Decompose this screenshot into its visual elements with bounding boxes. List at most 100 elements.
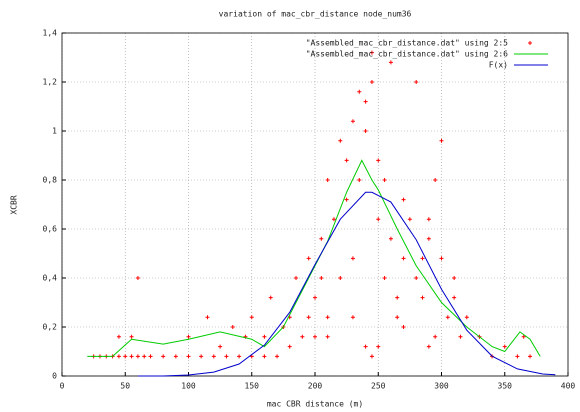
- point: [275, 354, 280, 359]
- point: [401, 325, 406, 329]
- x-tick-label: 400: [561, 382, 576, 391]
- point: [116, 354, 121, 359]
- point: [230, 325, 235, 329]
- point: [369, 354, 374, 359]
- point: [426, 344, 431, 349]
- point: [350, 256, 355, 261]
- point: [211, 354, 216, 359]
- point: [401, 256, 406, 261]
- y-tick-label: 0: [52, 372, 57, 381]
- x-tick-label: 100: [181, 382, 196, 391]
- point: [287, 344, 292, 349]
- point: [376, 158, 381, 163]
- point: [218, 344, 223, 349]
- point: [306, 256, 311, 261]
- point: [331, 217, 336, 222]
- point: [382, 276, 387, 280]
- legend-label: F(x): [489, 61, 508, 70]
- point: [319, 276, 324, 280]
- point: [369, 80, 374, 84]
- point: [426, 236, 431, 241]
- point: [249, 315, 254, 320]
- point: [224, 354, 229, 359]
- y-tick-label: 0,2: [43, 323, 58, 332]
- point: [325, 334, 330, 339]
- point: [420, 295, 425, 300]
- point: [515, 354, 520, 359]
- point: [433, 178, 438, 182]
- point: [148, 354, 153, 359]
- point: [528, 354, 533, 359]
- point: [439, 256, 444, 261]
- point: [294, 276, 299, 280]
- x-tick-label: 50: [120, 382, 130, 391]
- plot-frame: [61, 32, 569, 377]
- y-tick-label: 1,2: [43, 78, 58, 87]
- point: [268, 295, 273, 300]
- point: [338, 276, 343, 280]
- line: [87, 159, 541, 357]
- point: [306, 315, 311, 320]
- point: [521, 334, 526, 339]
- point: [300, 334, 305, 339]
- point: [325, 178, 330, 182]
- line: [137, 191, 556, 377]
- x-tick-label: 350: [498, 382, 513, 391]
- x-tick-label: 0: [60, 382, 65, 391]
- legend-label: "Assembled_mac_cbr_distance.dat" using 2…: [306, 50, 508, 59]
- y-tick-label: 1,4: [43, 29, 58, 38]
- point: [401, 197, 406, 202]
- x-tick-label: 200: [308, 382, 323, 391]
- point: [357, 178, 362, 182]
- point: [350, 315, 355, 320]
- point: [458, 334, 463, 339]
- x-tick-label: 300: [434, 382, 449, 391]
- y-tick-label: 1: [52, 127, 57, 136]
- point: [407, 217, 412, 222]
- point: [382, 178, 387, 182]
- point: [426, 217, 431, 222]
- point: [123, 354, 128, 359]
- point: [161, 354, 166, 359]
- point: [439, 138, 444, 143]
- point: [262, 334, 267, 339]
- point: [262, 354, 267, 359]
- x-axis-label: mac CBR distance (m): [267, 400, 363, 409]
- point: [142, 354, 147, 359]
- x-tick-label: 250: [371, 382, 386, 391]
- point: [363, 129, 368, 133]
- point: [388, 60, 393, 65]
- point: [313, 295, 317, 300]
- point: [445, 315, 450, 320]
- y-axis-label: XCBR: [10, 195, 19, 214]
- point: [116, 334, 121, 339]
- point: [344, 197, 349, 202]
- y-tick-label: 0,6: [43, 225, 58, 234]
- point: [420, 256, 425, 261]
- point: [313, 334, 317, 339]
- point: [237, 354, 242, 359]
- point: [129, 354, 134, 359]
- point: [363, 344, 368, 349]
- point: [388, 236, 393, 241]
- legend-symbol: [528, 41, 532, 45]
- point: [433, 334, 438, 339]
- point: [186, 354, 191, 359]
- point: [344, 158, 349, 163]
- point: [199, 354, 204, 359]
- point: [338, 138, 343, 143]
- point: [414, 80, 419, 84]
- point: [502, 344, 507, 349]
- point: [395, 295, 400, 300]
- point: [369, 50, 374, 55]
- point: [452, 276, 457, 280]
- point: [135, 276, 140, 280]
- point: [414, 276, 419, 280]
- point: [205, 315, 210, 320]
- point: [319, 236, 324, 241]
- point: [173, 354, 178, 359]
- point: [395, 315, 400, 320]
- point: [376, 344, 381, 349]
- point: [376, 217, 381, 222]
